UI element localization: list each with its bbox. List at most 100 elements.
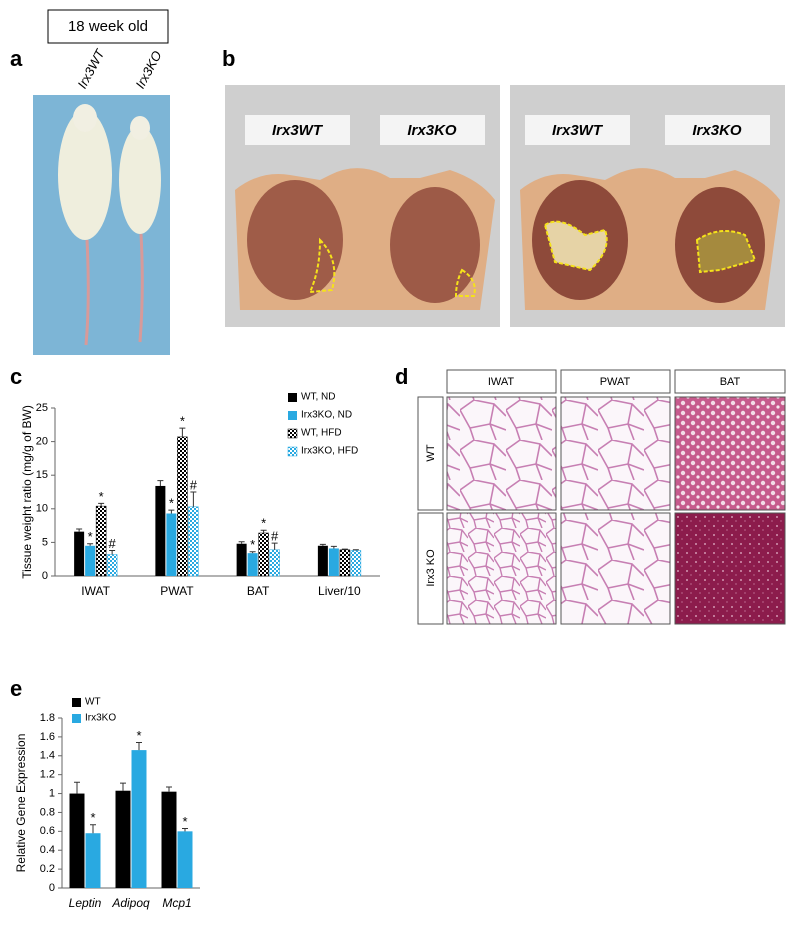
legend-swatch (72, 714, 81, 723)
error-bar (120, 782, 126, 791)
legend-label: Irx3KO (85, 713, 116, 724)
panel-label: a (10, 46, 23, 71)
x-tick-label: Liver/10 (318, 584, 361, 598)
bar (95, 505, 107, 577)
bar (339, 549, 351, 577)
bar (236, 543, 247, 576)
x-tick-label: BAT (247, 584, 270, 598)
error-bar (98, 502, 105, 507)
dissection-photo (225, 85, 785, 327)
error-bar (74, 781, 80, 794)
row-header: Irx3 KO (425, 549, 437, 587)
significance-mark: * (250, 537, 255, 552)
error-bar (90, 824, 96, 834)
error-bar (319, 543, 326, 546)
significance-mark: * (180, 414, 185, 429)
bar (247, 553, 258, 576)
y-tick-label: 10 (36, 503, 48, 515)
legend-label: Irx3KO, HFD (301, 446, 358, 457)
panel-label: b (222, 46, 235, 71)
y-tick-label: 1.8 (40, 712, 55, 724)
y-tick-label: 1.6 (40, 731, 55, 743)
y-tick-label: 15 (36, 469, 48, 481)
age-text: 18 week old (68, 18, 148, 35)
bar (106, 554, 118, 577)
panel-label: e (10, 676, 22, 701)
photo-label: Irx3WT (74, 46, 107, 91)
error-bar (271, 542, 278, 550)
y-tick-label: 0 (49, 882, 55, 894)
legend-label: WT, ND (301, 392, 335, 403)
error-bar (330, 545, 337, 549)
error-bar (157, 480, 164, 486)
significance-mark: # (190, 477, 198, 492)
error-bar (87, 543, 94, 546)
bar (69, 793, 85, 888)
panel-label: c (10, 364, 22, 389)
legend-label: WT (85, 697, 101, 708)
significance-mark: * (88, 529, 93, 544)
column-header: PWAT (600, 376, 631, 388)
error-bar (166, 786, 172, 792)
y-tick-label: 0.4 (40, 844, 55, 856)
legend-swatch (288, 393, 297, 402)
legend-swatch (287, 446, 298, 457)
y-tick-label: 0.6 (40, 825, 55, 837)
legend-swatch (72, 698, 81, 707)
bar (269, 549, 280, 577)
x-tick-label: Leptin (69, 896, 102, 910)
y-tick-label: 0 (42, 570, 48, 582)
y-tick-label: 0.8 (40, 806, 55, 818)
significance-mark: # (109, 536, 117, 551)
age-box (47, 9, 169, 44)
error-bar (182, 828, 188, 832)
y-tick-label: 20 (36, 436, 48, 448)
bar (155, 485, 166, 576)
error-bar (179, 427, 186, 437)
column-header: BAT (720, 376, 741, 388)
error-bar (260, 529, 267, 533)
x-tick-label: IWAT (81, 584, 110, 598)
error-bar (238, 541, 245, 544)
photo-label: Irx3KO (692, 122, 742, 139)
error-bar (136, 742, 142, 751)
bar (317, 545, 328, 576)
y-tick-label: 1.4 (40, 750, 55, 762)
photo-label: Irx3KO (407, 122, 457, 139)
significance-mark: * (261, 516, 266, 531)
bar (115, 790, 131, 888)
bar (85, 545, 96, 576)
error-bar (76, 528, 83, 532)
error-bar (249, 551, 256, 554)
bar (74, 531, 85, 576)
bar (328, 548, 339, 576)
error-bar (109, 549, 116, 555)
x-tick-label: Adipoq (111, 896, 150, 910)
significance-mark: * (136, 728, 141, 743)
bar (350, 550, 362, 577)
significance-mark: * (169, 496, 174, 511)
y-tick-label: 0.2 (40, 863, 55, 875)
row-header: WT (425, 444, 437, 461)
error-bar (168, 509, 175, 514)
bar (166, 513, 177, 576)
bar (85, 833, 101, 888)
bar (161, 791, 177, 888)
mouse-photo (33, 95, 170, 355)
photo-label: Irx3WT (272, 122, 324, 139)
y-tick-label: 25 (36, 402, 48, 414)
bar (258, 532, 269, 577)
photo-label: Irx3KO (132, 48, 164, 91)
error-bar (341, 548, 348, 550)
legend-swatch (287, 428, 298, 439)
x-tick-label: Mcp1 (162, 896, 191, 910)
histology-grid (417, 369, 786, 625)
error-bar (352, 549, 359, 551)
bar (177, 436, 188, 577)
y-axis-title: Tissue weight ratio (mg/g of BW) (20, 405, 34, 579)
y-tick-label: 1 (49, 787, 55, 799)
y-axis-title: Relative Gene Expression (14, 734, 28, 873)
bar (177, 831, 193, 888)
